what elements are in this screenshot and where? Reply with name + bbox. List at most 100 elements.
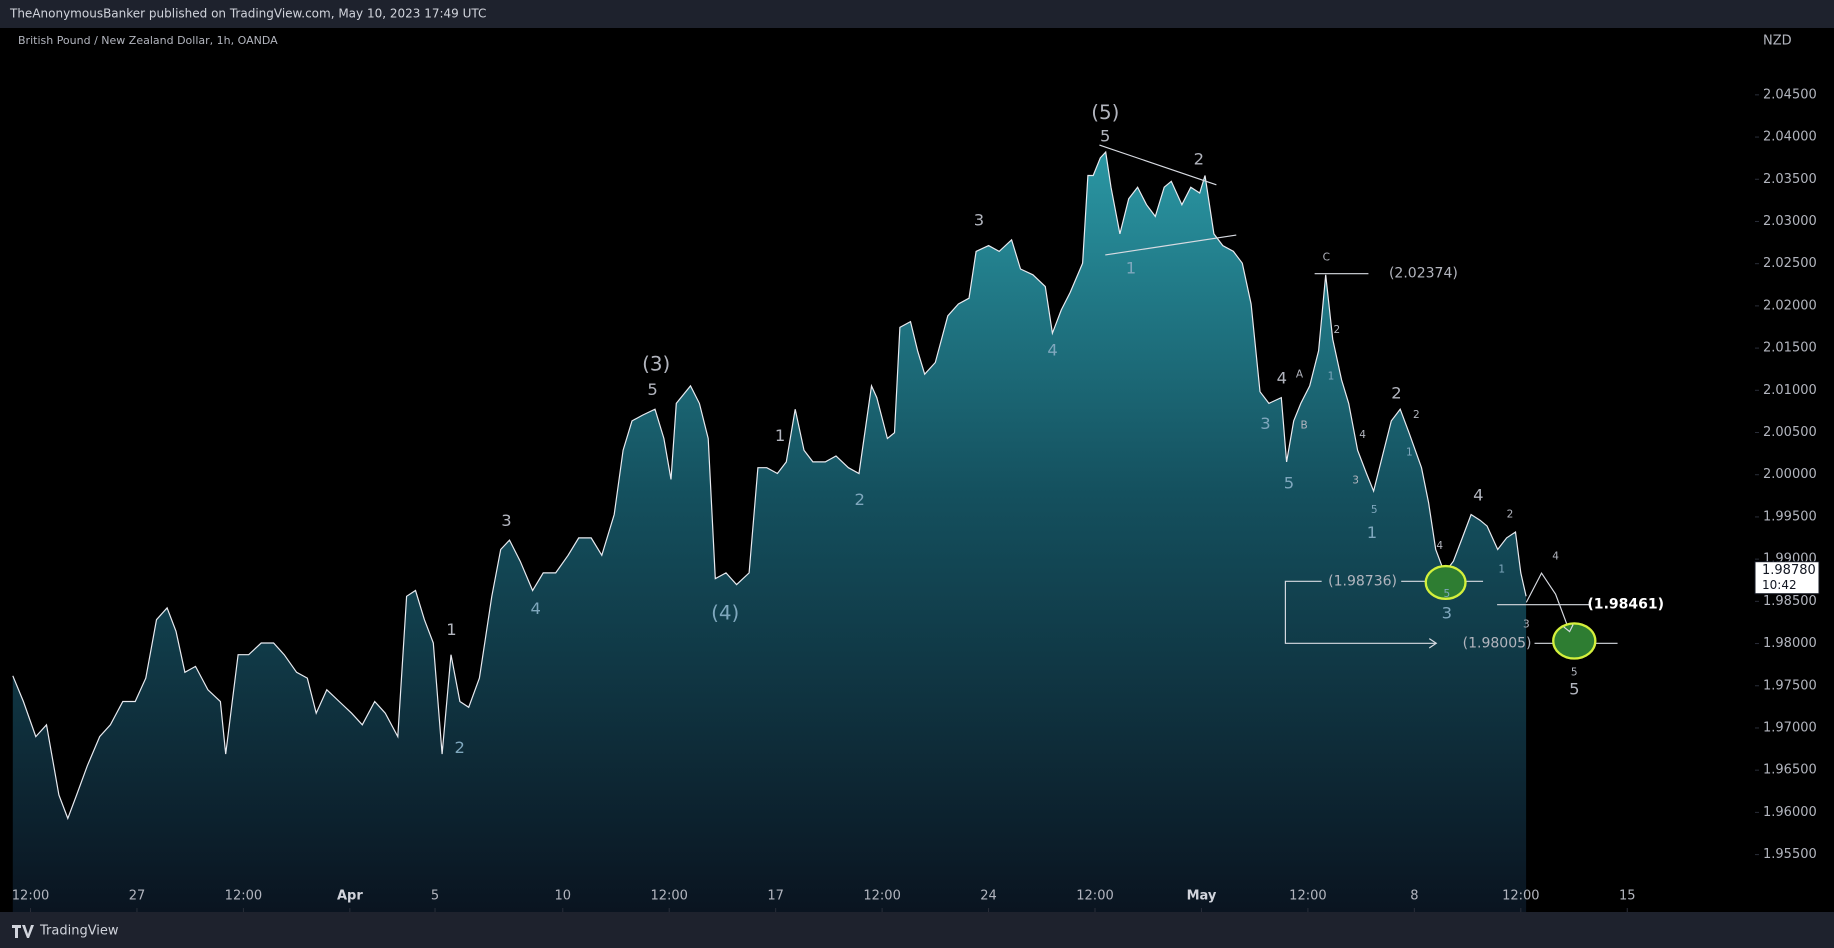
last-price-box bbox=[1754, 561, 1820, 595]
y-tick-label: 2.04000 bbox=[1763, 130, 1817, 145]
brand: TradingView bbox=[39, 924, 119, 939]
y-tick-label: 2.00000 bbox=[1763, 467, 1817, 482]
level-label: (1.98005) bbox=[1463, 635, 1532, 651]
wave-label: 2 bbox=[1413, 409, 1420, 421]
y-tick-label: 1.96500 bbox=[1763, 763, 1817, 778]
wave-label: 1 bbox=[1126, 259, 1136, 278]
y-tick-label: 2.04500 bbox=[1763, 87, 1817, 102]
wave-label: 5 bbox=[1569, 680, 1579, 699]
y-tick-label: 1.98500 bbox=[1763, 594, 1817, 609]
y-tick-label: 2.01000 bbox=[1763, 383, 1817, 398]
projection bbox=[1525, 571, 1571, 632]
arrow-head bbox=[1428, 638, 1438, 649]
y-tick-label: 1.99500 bbox=[1763, 509, 1817, 524]
wave-label: 1 bbox=[446, 620, 456, 639]
wave-label: 1 bbox=[1406, 447, 1413, 459]
wave-label: 4 bbox=[1473, 485, 1483, 504]
y-tick-label: 1.97000 bbox=[1763, 720, 1817, 735]
wave-label: 4 bbox=[1552, 551, 1559, 563]
wave-label: 3 bbox=[1523, 619, 1530, 631]
wave-label: 1 bbox=[1328, 371, 1335, 383]
wave-label: 1 bbox=[1367, 523, 1377, 542]
wave-label: 3 bbox=[974, 211, 984, 230]
brand-logo bbox=[12, 925, 34, 938]
wave-label: 5 bbox=[1100, 126, 1110, 145]
x-tick-label: 12:00 bbox=[1502, 889, 1539, 904]
x-tick-label: 12:00 bbox=[225, 889, 262, 904]
wave-label: B bbox=[1300, 420, 1307, 432]
footer-bar bbox=[0, 912, 1834, 948]
x-tick-label: 10 bbox=[554, 889, 571, 904]
wave-label: 5 bbox=[1443, 588, 1450, 600]
arrow-head bbox=[1563, 624, 1574, 633]
target-circle bbox=[1424, 564, 1467, 601]
wave-label: 5 bbox=[1371, 504, 1378, 516]
countdown: 10:42 bbox=[1762, 578, 1797, 592]
wave-label: (3) bbox=[642, 352, 670, 375]
bracket bbox=[1284, 580, 1437, 644]
x-tick-label: May bbox=[1187, 889, 1217, 904]
y-tick-label: 1.98000 bbox=[1763, 636, 1817, 651]
y-tick-label: 2.03000 bbox=[1763, 214, 1817, 229]
price-area bbox=[12, 152, 1527, 913]
wave-label: 2 bbox=[854, 490, 864, 509]
x-tick-label: 12:00 bbox=[863, 889, 900, 904]
wave-label: 4 bbox=[530, 599, 540, 618]
level-label: (1.98461) bbox=[1587, 597, 1664, 613]
y-tick-label: 2.01500 bbox=[1763, 341, 1817, 356]
wave-label: 2 bbox=[1334, 324, 1341, 336]
x-tick-label: 12:00 bbox=[1289, 889, 1326, 904]
plot-area bbox=[12, 150, 1527, 913]
wave-label: 3 bbox=[1442, 604, 1452, 623]
wave-label: 2 bbox=[1507, 509, 1514, 521]
target-circle bbox=[1552, 622, 1597, 660]
x-tick-label: 5 bbox=[431, 889, 439, 904]
wave-label: 1 bbox=[775, 426, 785, 445]
x-tick-label: 12:00 bbox=[12, 889, 49, 904]
x-tick-label: 12:00 bbox=[650, 889, 687, 904]
wave-label: 3 bbox=[501, 511, 511, 530]
trend-line bbox=[1105, 234, 1237, 256]
x-tick-label: Apr bbox=[337, 889, 363, 904]
y-tick-label: 1.97500 bbox=[1763, 678, 1817, 693]
wave-label: 5 bbox=[647, 380, 657, 399]
wave-label: 3 bbox=[1260, 414, 1270, 433]
published-line: TheAnonymousBanker published on TradingV… bbox=[9, 7, 486, 21]
y-tick-label: 1.96000 bbox=[1763, 805, 1817, 820]
y-tick-label: 2.02500 bbox=[1763, 256, 1817, 271]
wave-label: 2 bbox=[454, 738, 464, 757]
wave-label: 4 bbox=[1277, 368, 1287, 387]
symbol-title: British Pound / New Zealand Dollar, 1h, … bbox=[18, 34, 278, 47]
wave-label: 3 bbox=[1352, 475, 1359, 487]
last-price-label: 1.98780 bbox=[1762, 563, 1816, 578]
y-tick-label: 1.95500 bbox=[1763, 847, 1817, 862]
x-tick-label: 24 bbox=[980, 889, 997, 904]
wave-label: 2 bbox=[1391, 384, 1401, 403]
wave-label: 1 bbox=[1498, 564, 1505, 576]
wave-label: 4 bbox=[1436, 540, 1443, 552]
level-label: (2.02374) bbox=[1389, 266, 1458, 282]
wave-label: C bbox=[1323, 251, 1330, 263]
wave-label: 5 bbox=[1571, 667, 1578, 679]
x-tick-label: 15 bbox=[1619, 889, 1636, 904]
currency-label: NZD bbox=[1763, 34, 1792, 49]
x-tick-label: 27 bbox=[129, 889, 146, 904]
y-tick-label: 2.03500 bbox=[1763, 172, 1817, 187]
price-line bbox=[12, 150, 1527, 821]
y-tick-label: 2.02000 bbox=[1763, 298, 1817, 313]
x-tick-label: 8 bbox=[1410, 889, 1418, 904]
trend-line bbox=[1099, 144, 1217, 186]
x-tick-label: 17 bbox=[767, 889, 784, 904]
wave-label: 5 bbox=[1284, 474, 1294, 493]
x-tick-label: 12:00 bbox=[1076, 889, 1113, 904]
wave-label: (4) bbox=[711, 602, 739, 625]
header-bar bbox=[0, 0, 1834, 28]
wave-label: (5) bbox=[1091, 101, 1119, 124]
y-tick-label: 2.00500 bbox=[1763, 425, 1817, 440]
level-label: (1.98736) bbox=[1328, 573, 1397, 589]
wave-label: 4 bbox=[1047, 340, 1057, 359]
wave-label: 2 bbox=[1194, 150, 1204, 169]
wave-label: A bbox=[1296, 368, 1304, 380]
